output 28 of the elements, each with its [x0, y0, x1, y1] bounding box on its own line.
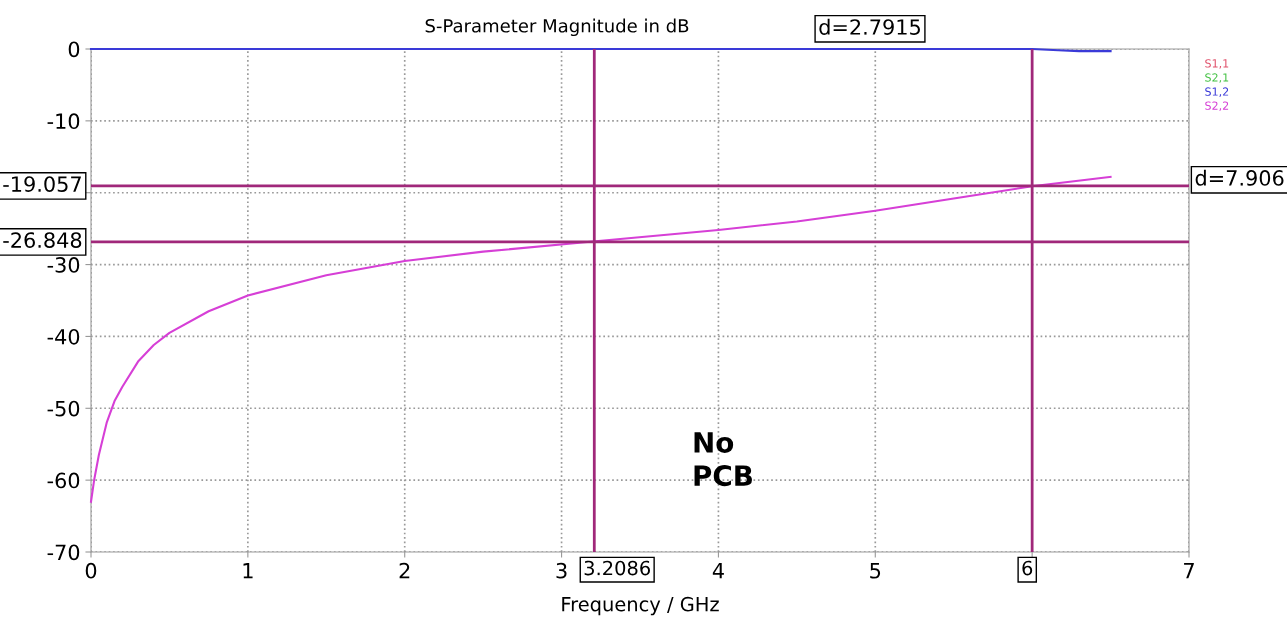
annotation: No PCB [694, 432, 752, 487]
ref-line-label: -19.057 [3, 176, 81, 192]
y-tick-label: -40 [47, 328, 80, 345]
x-tick-label: 5 [870, 563, 881, 579]
ref-line-label: 3.2086 [584, 560, 650, 576]
x-axis-title: Frequency / GHz [562, 596, 719, 616]
y-tick-label: 0 [68, 41, 80, 58]
text: S2,2 [1205, 101, 1229, 111]
text: d=7.906 [1195, 169, 1284, 186]
y-tick-label: -70 [47, 544, 80, 561]
y-tick-label: -30 [47, 257, 80, 273]
text: d=2.7915 [819, 18, 920, 35]
x-tick-label: 7 [1184, 563, 1194, 579]
line-series [89, 175, 1112, 503]
chart-title: S-Parameter Magnitude in dB [425, 18, 689, 37]
x-tick-label: 2 [399, 562, 410, 579]
text: S1,2 [1205, 87, 1229, 97]
y-tick-label: -10 [47, 113, 80, 130]
x-tick-label: 1 [243, 563, 253, 579]
ref-line-label: 6 [1022, 560, 1033, 576]
y-tick-label: -60 [47, 472, 80, 489]
x-tick-label: 4 [712, 563, 724, 579]
y-tick-label: -50 [47, 400, 80, 417]
x-tick-label: 0 [85, 562, 97, 579]
legend-label: S1,1 [1205, 59, 1229, 69]
x-tick-label: 3 [556, 562, 567, 579]
ref-line-label: -26.848 [3, 232, 82, 248]
legend-label: S2,1 [1205, 73, 1229, 83]
